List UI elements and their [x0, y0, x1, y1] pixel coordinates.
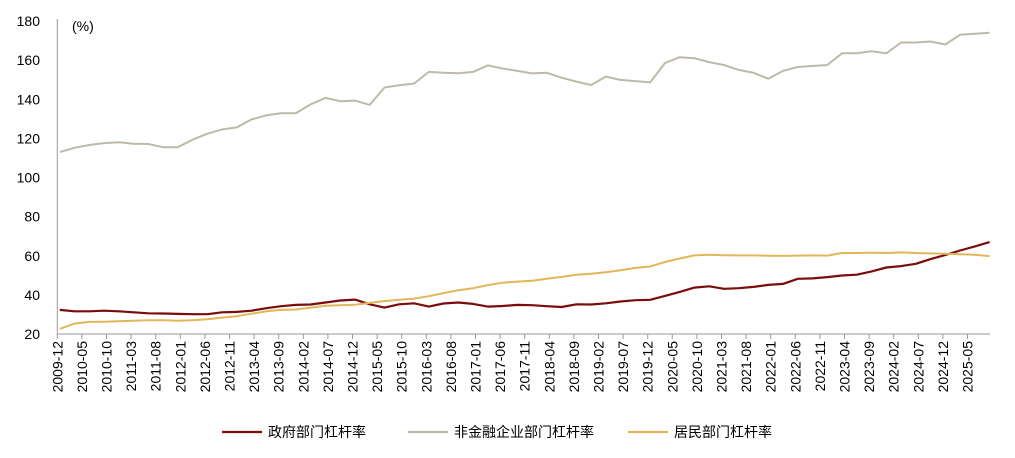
x-tick-label: 2024-12 — [935, 341, 951, 393]
x-tick-label: 2021-03 — [714, 341, 730, 393]
x-tick-label: 2019-12 — [640, 341, 656, 393]
legend-item-2: 居民部门杠杆率 — [628, 424, 772, 440]
legend-label: 非金融企业部门杠杆率 — [454, 424, 594, 440]
x-tick-label: 2018-09 — [566, 341, 582, 393]
x-tick-label: 2024-02 — [886, 341, 902, 393]
x-tick-label: 2024-07 — [910, 341, 926, 393]
x-tick-label: 2012-01 — [172, 341, 188, 393]
series-line-1 — [59, 31, 990, 154]
series-line-0 — [59, 241, 990, 316]
x-tick-label: 2016-03 — [418, 341, 434, 393]
x-tick-label: 2017-01 — [468, 341, 484, 393]
x-tick-label: 2019-02 — [591, 341, 607, 393]
legend-label: 居民部门杠杆率 — [674, 424, 772, 440]
y-tick-label: 80 — [24, 209, 40, 225]
x-tick-label: 2020-05 — [664, 341, 680, 393]
x-tick-label: 2011-08 — [148, 341, 164, 392]
x-axis: 2009-12 2010-05 2010-10 2011-03 2011-08 2012-… — [49, 333, 991, 393]
y-tick-label: 40 — [24, 287, 40, 303]
x-tick-label: 2020-10 — [689, 341, 705, 393]
y-unit-label: (%) — [72, 18, 94, 34]
y-tick-label: 180 — [17, 13, 41, 29]
x-tick-label: 2013-09 — [271, 341, 287, 393]
x-tick-label: 2009-12 — [49, 341, 65, 393]
x-tick-label: 2025-05 — [960, 341, 976, 393]
y-tick-label: 120 — [17, 130, 41, 146]
y-tick-label: 20 — [24, 326, 40, 342]
legend: 政府部门杠杆率 非金融企业部门杠杆率 居民部门杠杆率 — [222, 424, 772, 440]
y-tick-label: 100 — [17, 170, 41, 186]
y-tick-label: 60 — [24, 248, 40, 264]
x-tick-label: 2022-01 — [763, 341, 779, 393]
x-tick-label: 2015-10 — [394, 341, 410, 393]
x-tick-label: 2023-04 — [837, 341, 853, 393]
x-tick-label: 2019-07 — [615, 341, 631, 393]
x-tick-label: 2012-11 — [222, 341, 238, 392]
x-tick-label: 2014-12 — [345, 341, 361, 393]
x-tick-label: 2010-05 — [74, 341, 90, 393]
y-tick-label: 140 — [17, 91, 41, 107]
x-tick-label: 2017-11 — [517, 341, 533, 392]
x-tick-label: 2017-06 — [492, 341, 508, 393]
legend-item-1: 非金融企业部门杠杆率 — [408, 424, 594, 440]
x-tick-label: 2014-02 — [295, 341, 311, 393]
x-tick-label: 2015-05 — [369, 341, 385, 393]
series-line-2 — [59, 251, 990, 330]
x-tick-label: 2016-08 — [443, 341, 459, 393]
y-tick-label: 160 — [17, 52, 41, 68]
x-tick-label: 2014-07 — [320, 341, 336, 393]
x-tick-label: 2010-10 — [99, 341, 115, 393]
x-tick-label: 2023-09 — [861, 341, 877, 393]
legend-item-0: 政府部门杠杆率 — [222, 424, 366, 440]
x-tick-label: 2022-11 — [812, 341, 828, 392]
x-tick-label: 2018-04 — [541, 341, 557, 393]
x-tick-label: 2012-06 — [197, 341, 213, 393]
y-axis: 20 40 60 80 100 120 140 160 180 — [17, 13, 58, 342]
series-lines — [59, 31, 990, 330]
legend-label: 政府部门杠杆率 — [268, 424, 366, 440]
x-tick-label: 2021-08 — [738, 341, 754, 393]
x-tick-label: 2022-06 — [787, 341, 803, 393]
x-tick-label: 2013-04 — [246, 341, 262, 393]
x-tick-label: 2011-03 — [123, 341, 139, 392]
